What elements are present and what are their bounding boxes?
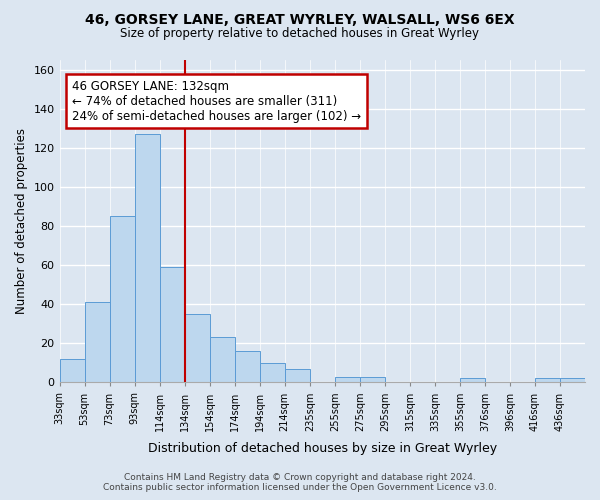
Bar	[235, 351, 260, 382]
Bar	[560, 378, 585, 382]
Bar	[134, 134, 160, 382]
Bar	[285, 368, 310, 382]
Bar	[59, 359, 85, 382]
Bar	[535, 378, 560, 382]
Bar	[209, 338, 235, 382]
X-axis label: Distribution of detached houses by size in Great Wyrley: Distribution of detached houses by size …	[148, 442, 497, 455]
Bar	[160, 267, 185, 382]
Bar	[85, 302, 110, 382]
Bar	[335, 376, 360, 382]
Text: 46, GORSEY LANE, GREAT WYRLEY, WALSALL, WS6 6EX: 46, GORSEY LANE, GREAT WYRLEY, WALSALL, …	[85, 12, 515, 26]
Bar	[260, 363, 285, 382]
Y-axis label: Number of detached properties: Number of detached properties	[15, 128, 28, 314]
Bar	[360, 376, 385, 382]
Bar	[110, 216, 134, 382]
Text: 46 GORSEY LANE: 132sqm
← 74% of detached houses are smaller (311)
24% of semi-de: 46 GORSEY LANE: 132sqm ← 74% of detached…	[72, 80, 361, 122]
Bar	[460, 378, 485, 382]
Text: Size of property relative to detached houses in Great Wyrley: Size of property relative to detached ho…	[121, 28, 479, 40]
Text: Contains HM Land Registry data © Crown copyright and database right 2024.
Contai: Contains HM Land Registry data © Crown c…	[103, 473, 497, 492]
Bar	[185, 314, 209, 382]
